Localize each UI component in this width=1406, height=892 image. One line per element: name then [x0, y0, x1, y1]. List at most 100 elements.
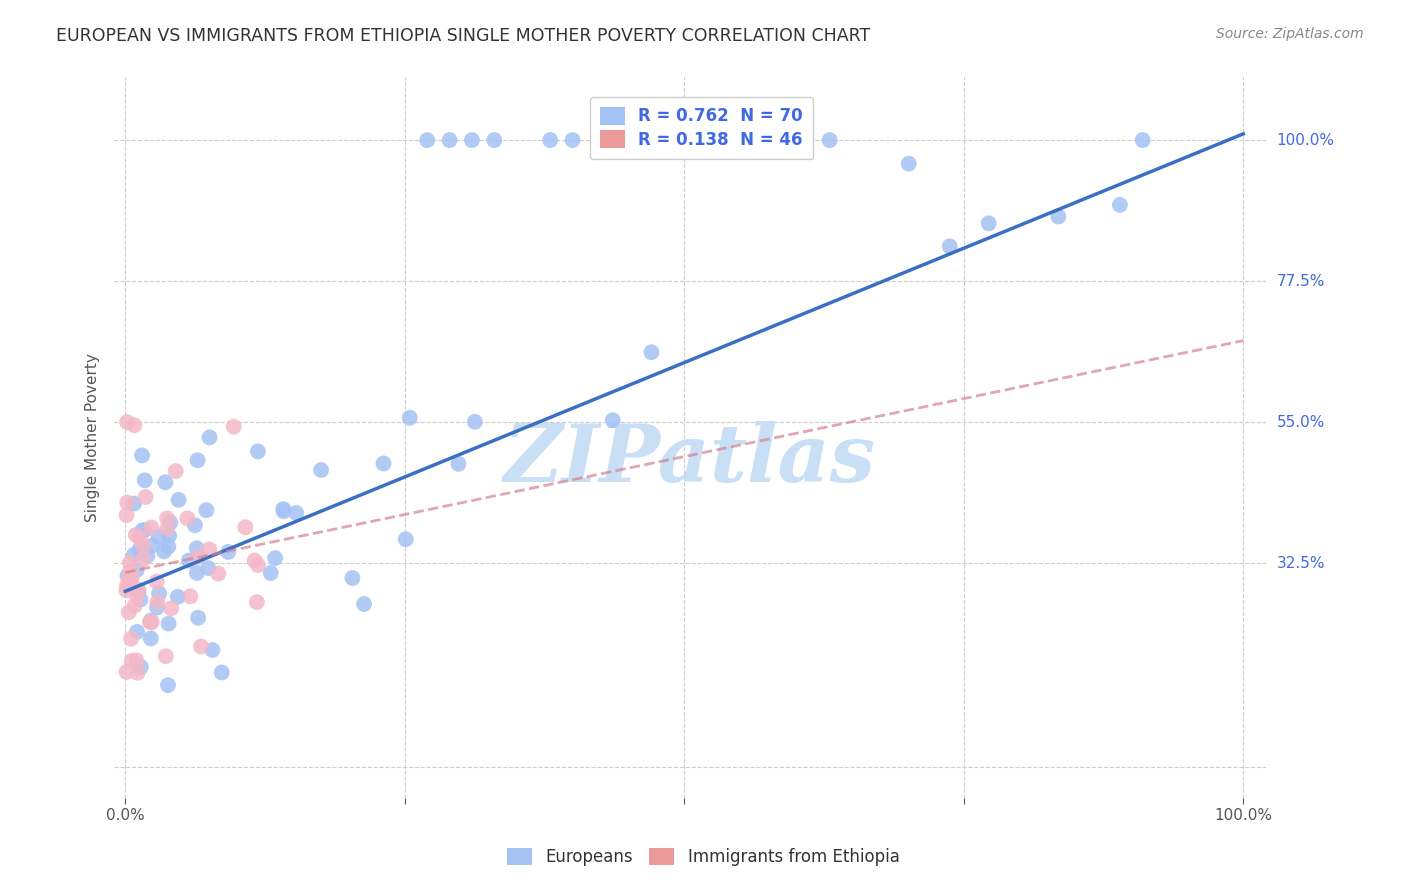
Point — [939, 239, 962, 253]
Point — [125, 589, 148, 603]
Point — [117, 569, 139, 583]
Text: ZIPatlas: ZIPatlas — [503, 421, 876, 498]
Point — [132, 540, 155, 554]
Point — [128, 531, 150, 545]
Point — [198, 430, 221, 444]
Point — [166, 590, 188, 604]
Point — [177, 553, 200, 567]
Point — [246, 444, 269, 458]
Point — [122, 548, 145, 562]
Point — [217, 545, 239, 559]
Point — [124, 582, 146, 596]
Point — [145, 574, 167, 589]
Point — [139, 614, 162, 628]
Point — [461, 133, 484, 147]
Point — [131, 449, 153, 463]
Point — [122, 497, 145, 511]
Text: 100.0%: 100.0% — [1277, 133, 1334, 147]
Point — [561, 133, 583, 147]
Point — [439, 133, 461, 147]
Point — [125, 563, 148, 577]
Point — [246, 558, 269, 573]
Point — [129, 660, 152, 674]
Point — [264, 551, 287, 566]
Point — [309, 463, 332, 477]
Point — [115, 579, 138, 593]
Point — [128, 542, 150, 557]
Point — [198, 542, 221, 557]
Point — [146, 595, 169, 609]
Point — [187, 611, 209, 625]
Point — [120, 632, 142, 646]
Y-axis label: Single Mother Poverty: Single Mother Poverty — [86, 353, 100, 522]
Legend: Europeans, Immigrants from Ethiopia: Europeans, Immigrants from Ethiopia — [498, 840, 908, 875]
Point — [156, 521, 179, 535]
Point — [246, 595, 269, 609]
Text: 32.5%: 32.5% — [1277, 556, 1326, 571]
Point — [141, 538, 163, 552]
Point — [342, 571, 364, 585]
Point — [115, 508, 138, 523]
Point — [129, 592, 152, 607]
Point — [156, 678, 179, 692]
Point — [285, 506, 308, 520]
Point — [197, 561, 219, 575]
Point — [447, 457, 470, 471]
Point — [155, 475, 177, 490]
Point — [125, 653, 148, 667]
Point — [179, 590, 201, 604]
Point — [159, 516, 181, 530]
Point — [157, 529, 180, 543]
Point — [373, 457, 395, 471]
Point — [201, 643, 224, 657]
Point — [153, 544, 176, 558]
Point — [118, 573, 141, 587]
Point — [121, 654, 143, 668]
Text: 55.0%: 55.0% — [1277, 415, 1324, 430]
Point — [115, 665, 138, 679]
Text: EUROPEAN VS IMMIGRANTS FROM ETHIOPIA SINGLE MOTHER POVERTY CORRELATION CHART: EUROPEAN VS IMMIGRANTS FROM ETHIOPIA SIN… — [56, 27, 870, 45]
Point — [222, 419, 245, 434]
Point — [977, 216, 1000, 230]
Point — [186, 566, 208, 580]
Point — [602, 413, 624, 427]
Point — [184, 518, 207, 533]
Point — [157, 616, 180, 631]
Point — [121, 570, 143, 584]
Point — [141, 615, 163, 630]
Point — [127, 665, 149, 680]
Point — [135, 490, 157, 504]
Point — [148, 586, 170, 600]
Text: Source: ZipAtlas.com: Source: ZipAtlas.com — [1216, 27, 1364, 41]
Point — [132, 552, 155, 566]
Point — [146, 600, 169, 615]
Point — [139, 615, 162, 629]
Point — [353, 597, 375, 611]
Point — [398, 410, 420, 425]
Point — [190, 640, 212, 654]
Point — [157, 540, 180, 554]
Point — [395, 533, 418, 547]
Point — [125, 624, 148, 639]
Point — [187, 453, 209, 467]
Point — [273, 504, 295, 518]
Point — [165, 464, 187, 478]
Point — [416, 133, 439, 147]
Point — [195, 503, 218, 517]
Point — [464, 415, 486, 429]
Point — [141, 520, 163, 534]
Point — [538, 133, 561, 147]
Point — [124, 599, 146, 613]
Point — [818, 133, 841, 147]
Point — [134, 473, 156, 487]
Point — [155, 649, 177, 664]
Point — [1109, 198, 1132, 212]
Point — [136, 549, 159, 563]
Point — [1132, 133, 1154, 147]
Point — [118, 605, 141, 619]
Point — [176, 511, 198, 525]
Point — [139, 632, 162, 646]
Point — [125, 528, 148, 542]
Point — [259, 566, 281, 580]
Point — [131, 524, 153, 538]
